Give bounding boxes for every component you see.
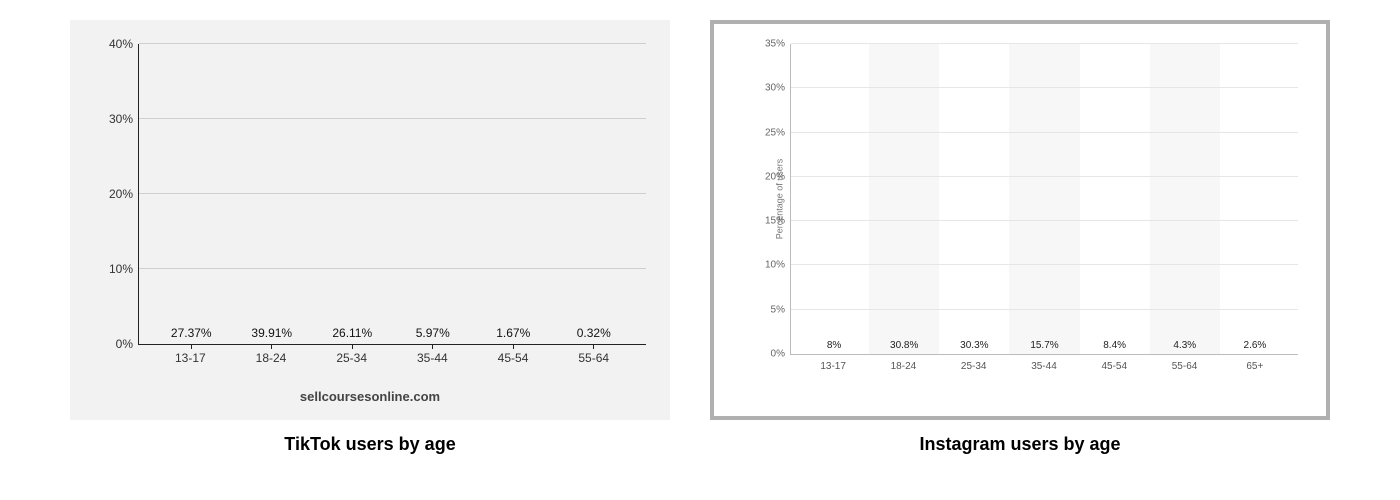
tiktok-bar-slot: 1.67% (473, 326, 554, 344)
tiktok-bars: 27.37% 39.91% 26.11% 5.97% 1.67% 0.32% (139, 44, 646, 344)
instagram-panel-wrap: Percentage of users 0%5%10%15%20%25%30%3… (710, 20, 1330, 455)
tiktok-attribution: sellcoursesonline.com (94, 389, 646, 404)
instagram-x-tick-label: 55-64 (1149, 361, 1219, 372)
instagram-x-tick-label: 35-44 (1009, 361, 1079, 372)
tiktok-x-tick-label: 35-44 (392, 351, 473, 365)
tiktok-bar-slot: 0.32% (554, 326, 635, 344)
instagram-bar-value-label: 4.3% (1173, 340, 1196, 351)
tiktok-x-tick-label: 18-24 (231, 351, 312, 365)
instagram-x-labels: 13-1718-2425-3435-4445-5455-6465+ (790, 355, 1298, 372)
tiktok-y-tick-label: 10% (99, 262, 133, 276)
tiktok-y-tick-label: 0% (99, 337, 133, 351)
instagram-bar-value-label: 30.3% (960, 340, 988, 351)
instagram-x-tick-label: 18-24 (868, 361, 938, 372)
instagram-bar-value-label: 8.4% (1103, 340, 1126, 351)
tiktok-bar-value-label: 39.91% (251, 326, 292, 340)
tiktok-chart: 0% 10% 20% 30% 40% 27.37% 39.91% 26.11% 5.97% 1.… (70, 20, 670, 420)
tiktok-y-tick-label: 20% (99, 187, 133, 201)
instagram-x-tick-label: 65+ (1220, 361, 1290, 372)
instagram-plot-area: Percentage of users 0%5%10%15%20%25%30%3… (790, 44, 1298, 355)
instagram-x-tick-label: 13-17 (798, 361, 868, 372)
instagram-bar-slot: 15.7% (1009, 340, 1079, 354)
instagram-y-tick-label: 10% (757, 260, 785, 271)
instagram-bar-slot: 4.3% (1150, 340, 1220, 354)
instagram-bar-slot: 30.3% (939, 340, 1009, 354)
instagram-bar-value-label: 8% (827, 340, 841, 351)
instagram-y-tick-label: 30% (757, 83, 785, 94)
instagram-bar-slot: 30.8% (869, 340, 939, 354)
instagram-bar-value-label: 15.7% (1030, 340, 1058, 351)
instagram-y-tick-label: 25% (757, 127, 785, 138)
tiktok-x-tick-label: 55-64 (553, 351, 634, 365)
instagram-bar-slot: 8.4% (1080, 340, 1150, 354)
tiktok-x-tick-label: 45-54 (473, 351, 554, 365)
tiktok-bar-value-label: 27.37% (171, 326, 212, 340)
instagram-x-tick-label: 45-54 (1079, 361, 1149, 372)
tiktok-bar-slot: 39.91% (232, 326, 313, 344)
tiktok-bar-value-label: 1.67% (496, 326, 530, 340)
tiktok-y-tick-label: 40% (99, 37, 133, 51)
charts-container: 0% 10% 20% 30% 40% 27.37% 39.91% 26.11% 5.97% 1.… (0, 0, 1400, 465)
tiktok-caption: TikTok users by age (284, 434, 455, 455)
tiktok-bar-value-label: 5.97% (416, 326, 450, 340)
tiktok-x-tick-label: 25-34 (311, 351, 392, 365)
tiktok-x-tick-label: 13-17 (150, 351, 231, 365)
tiktok-y-tick-label: 30% (99, 112, 133, 126)
instagram-y-tick-label: 5% (757, 304, 785, 315)
tiktok-plot-area: 0%10%20%30%40% 27.37%39.91%26.11%5.97%1.… (138, 44, 646, 345)
instagram-chart: Percentage of users 0%5%10%15%20%25%30%3… (710, 20, 1330, 420)
instagram-bar-slot: 2.6% (1220, 340, 1290, 354)
instagram-y-tick-label: 15% (757, 216, 785, 227)
instagram-bar-slot: 8% (799, 340, 869, 354)
tiktok-bar-value-label: 0.32% (577, 326, 611, 340)
tiktok-bar-slot: 27.37% (151, 326, 232, 344)
instagram-y-tick-label: 20% (757, 171, 785, 182)
instagram-y-tick-label: 0% (757, 349, 785, 360)
instagram-x-tick-label: 25-34 (939, 361, 1009, 372)
instagram-bars: 8% 30.8% 30.3% 15.7% 8.4% 4.3% 2.6% (791, 44, 1298, 354)
instagram-caption: Instagram users by age (919, 434, 1120, 455)
tiktok-panel-wrap: 0% 10% 20% 30% 40% 27.37% 39.91% 26.11% 5.97% 1.… (70, 20, 670, 455)
tiktok-x-labels: 13-1718-2425-3435-4445-5455-64 (138, 345, 646, 365)
instagram-y-tick-label: 35% (757, 39, 785, 50)
tiktok-bar-value-label: 26.11% (332, 326, 372, 340)
instagram-bar-value-label: 2.6% (1244, 340, 1267, 351)
tiktok-bar-slot: 26.11% (312, 326, 393, 344)
tiktok-bar-slot: 5.97% (393, 326, 474, 344)
instagram-bar-value-label: 30.8% (890, 340, 918, 351)
